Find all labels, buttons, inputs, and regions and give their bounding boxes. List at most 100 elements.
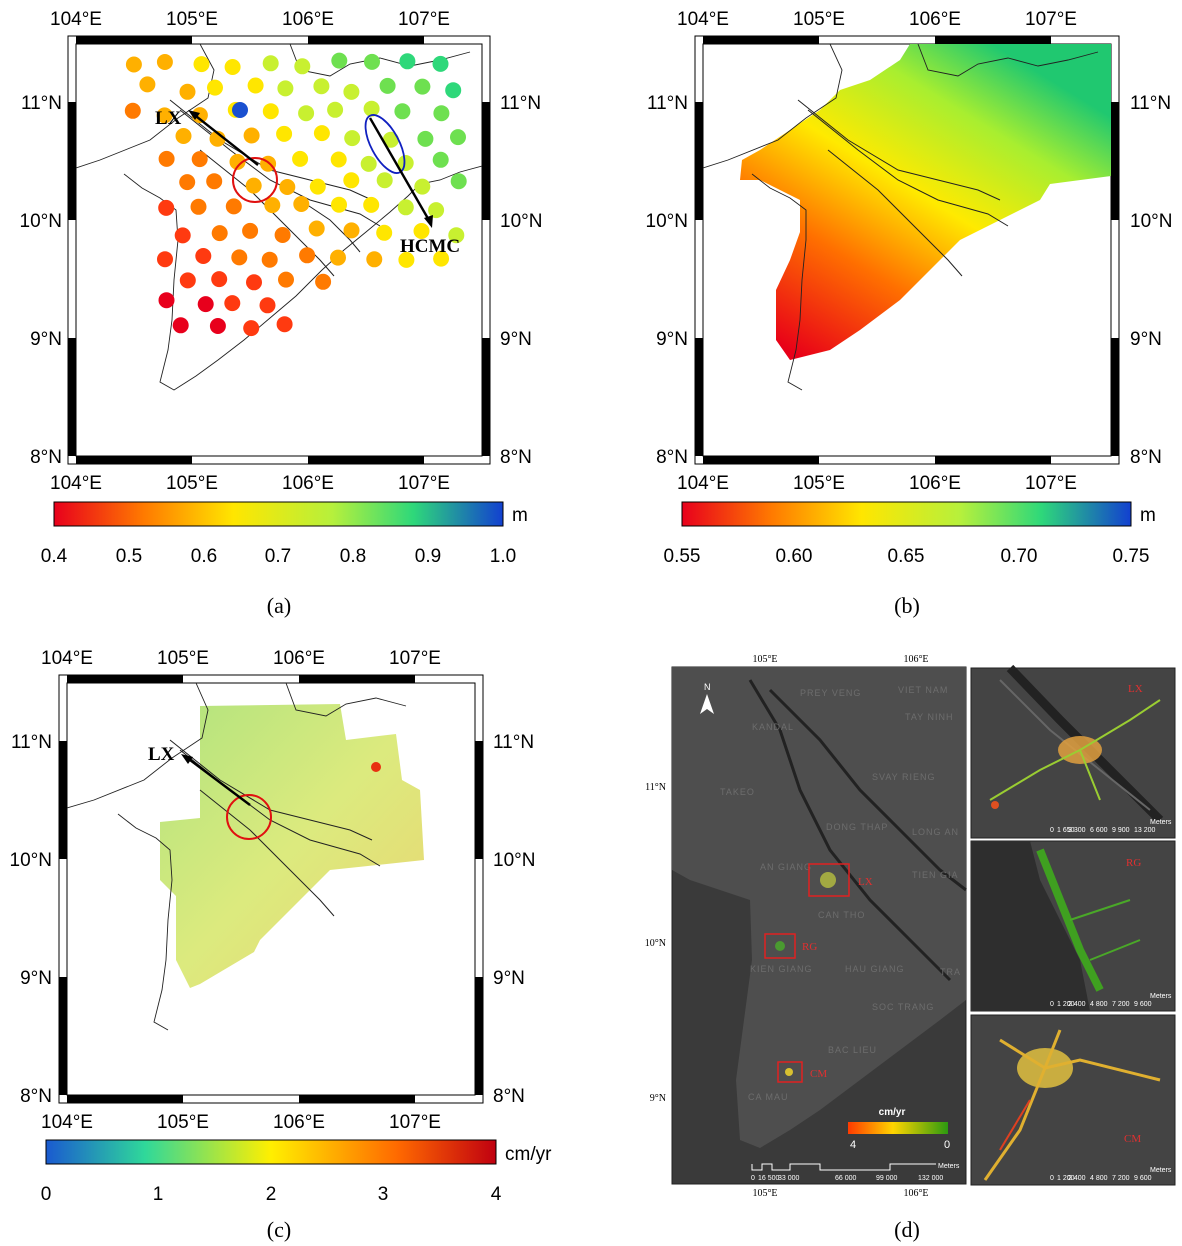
svg-text:6 600: 6 600	[1090, 827, 1108, 834]
svg-text:107°E: 107°E	[1025, 473, 1077, 494]
gauge-point	[278, 271, 294, 288]
svg-text:0.5: 0.5	[116, 546, 142, 567]
svg-text:11°N: 11°N	[647, 93, 688, 114]
lat-ticks-right: 11°N 10°N 9°N 8°N	[500, 93, 542, 468]
svg-text:106°E: 106°E	[273, 648, 325, 669]
panel-a: LX HCMC 104°E 105°E 106°E 107°E 104°E 10…	[20, 9, 543, 618]
gauge-point	[195, 248, 212, 264]
svg-text:9 900: 9 900	[1112, 827, 1130, 834]
gauge-point	[191, 151, 208, 168]
gauge-point	[156, 54, 173, 70]
gauge-point	[331, 196, 347, 213]
svg-text:9°N: 9°N	[20, 968, 52, 989]
gauge-point	[224, 295, 241, 312]
gauge-point	[414, 178, 431, 195]
svg-text:0.6: 0.6	[191, 546, 217, 567]
gauge-point	[399, 53, 416, 70]
label-lx: LX	[148, 744, 175, 765]
gauge-point	[246, 274, 262, 291]
gauge-point	[276, 316, 293, 333]
svg-text:10°N: 10°N	[1130, 211, 1172, 232]
gauge-point	[245, 177, 262, 194]
gauge-point	[417, 130, 434, 147]
lon-ticks-top: 104°E 105°E 106°E 107°E	[50, 9, 450, 30]
gauge-point	[397, 155, 414, 171]
caption-a: (a)	[267, 593, 291, 618]
main-scale-bar: 0 16 500 33 000 66 000 99 000 132 000 Me…	[751, 1163, 960, 1182]
gauge-point	[448, 227, 465, 244]
svg-text:104°E: 104°E	[50, 473, 102, 494]
svg-text:CA MAU: CA MAU	[748, 1092, 789, 1102]
svg-text:DONG THAP: DONG THAP	[826, 822, 888, 832]
svg-text:104°E: 104°E	[677, 473, 729, 494]
gauge-point	[397, 199, 414, 216]
gauge-point	[175, 128, 192, 144]
svg-text:CAN THO: CAN THO	[818, 910, 865, 920]
inset-cm: CM 0 1 200 2 400 4 800 7 200 9 600 Meter…	[970, 1014, 1176, 1186]
gauge-point	[207, 79, 223, 96]
svg-text:33 000: 33 000	[778, 1175, 800, 1182]
gauge-point	[382, 131, 399, 148]
svg-text:105°E: 105°E	[752, 654, 777, 665]
svg-text:0.4: 0.4	[41, 546, 68, 567]
gauge-points	[124, 52, 467, 337]
gauge-point	[277, 80, 294, 97]
svg-text:107°E: 107°E	[389, 648, 441, 669]
gauge-point	[432, 151, 449, 168]
svg-text:106°E: 106°E	[282, 473, 334, 494]
svg-text:LX: LX	[858, 876, 873, 888]
svg-text:105°E: 105°E	[157, 648, 209, 669]
gauge-point	[209, 130, 226, 147]
place-names: PREY VENG KANDAL VIET NAM TAY NINH SVAY …	[720, 685, 960, 1102]
svg-text:PREY VENG: PREY VENG	[800, 688, 861, 698]
svg-text:4 800: 4 800	[1090, 1175, 1108, 1182]
svg-text:1.0: 1.0	[490, 546, 516, 567]
svg-text:106°E: 106°E	[903, 654, 928, 665]
box-cm	[777, 1061, 803, 1083]
gauge-point	[343, 222, 360, 239]
gauge-point	[394, 103, 411, 120]
caption-d: (d)	[894, 1217, 920, 1242]
svg-text:1 200: 1 200	[1057, 1001, 1075, 1008]
svg-text:Meters: Meters	[938, 1163, 960, 1170]
svg-text:Meters: Meters	[1150, 993, 1172, 1000]
gauge-point	[363, 196, 380, 213]
gauge-point	[292, 150, 309, 167]
svg-text:9°N: 9°N	[650, 1093, 666, 1104]
colorbar-b: m 0.55 0.60 0.65 0.70 0.75	[664, 501, 1156, 567]
svg-text:13 200: 13 200	[1134, 827, 1156, 834]
svg-text:3: 3	[378, 1184, 389, 1205]
lx-arrow	[185, 756, 251, 806]
svg-text:106°E: 106°E	[273, 1112, 325, 1133]
svg-text:TAY NINH: TAY NINH	[905, 712, 954, 722]
svg-text:0.9: 0.9	[415, 546, 441, 567]
gauge-point	[366, 251, 383, 268]
lx-circle	[232, 157, 278, 203]
svg-text:RG: RG	[802, 941, 817, 953]
svg-text:0: 0	[751, 1175, 755, 1182]
svg-text:104°E: 104°E	[41, 648, 93, 669]
lx-circle	[226, 794, 272, 840]
svg-text:TAKEO: TAKEO	[720, 787, 755, 797]
svg-text:1 650: 1 650	[1057, 827, 1075, 834]
svg-text:0.7: 0.7	[265, 546, 291, 567]
svg-text:9°N: 9°N	[1130, 329, 1162, 350]
gauge-point	[139, 76, 156, 93]
gauge-point	[308, 220, 325, 237]
hcmc-arrow	[368, 117, 432, 223]
svg-text:SVAY RIENG: SVAY RIENG	[872, 772, 936, 782]
svg-text:104°E: 104°E	[50, 9, 102, 30]
svg-text:105°E: 105°E	[793, 9, 845, 30]
gauge-point	[313, 125, 330, 142]
svg-text:11°N: 11°N	[645, 782, 666, 793]
gauge-point	[432, 55, 449, 72]
svg-text:cm/yr: cm/yr	[505, 1144, 552, 1165]
gauge-point	[225, 198, 242, 215]
svg-text:8°N: 8°N	[500, 447, 532, 468]
svg-text:0: 0	[1050, 827, 1054, 834]
svg-text:8°N: 8°N	[30, 447, 62, 468]
gauge-point	[211, 271, 228, 288]
gauge-point	[327, 101, 344, 118]
svg-text:0: 0	[1050, 1001, 1054, 1008]
